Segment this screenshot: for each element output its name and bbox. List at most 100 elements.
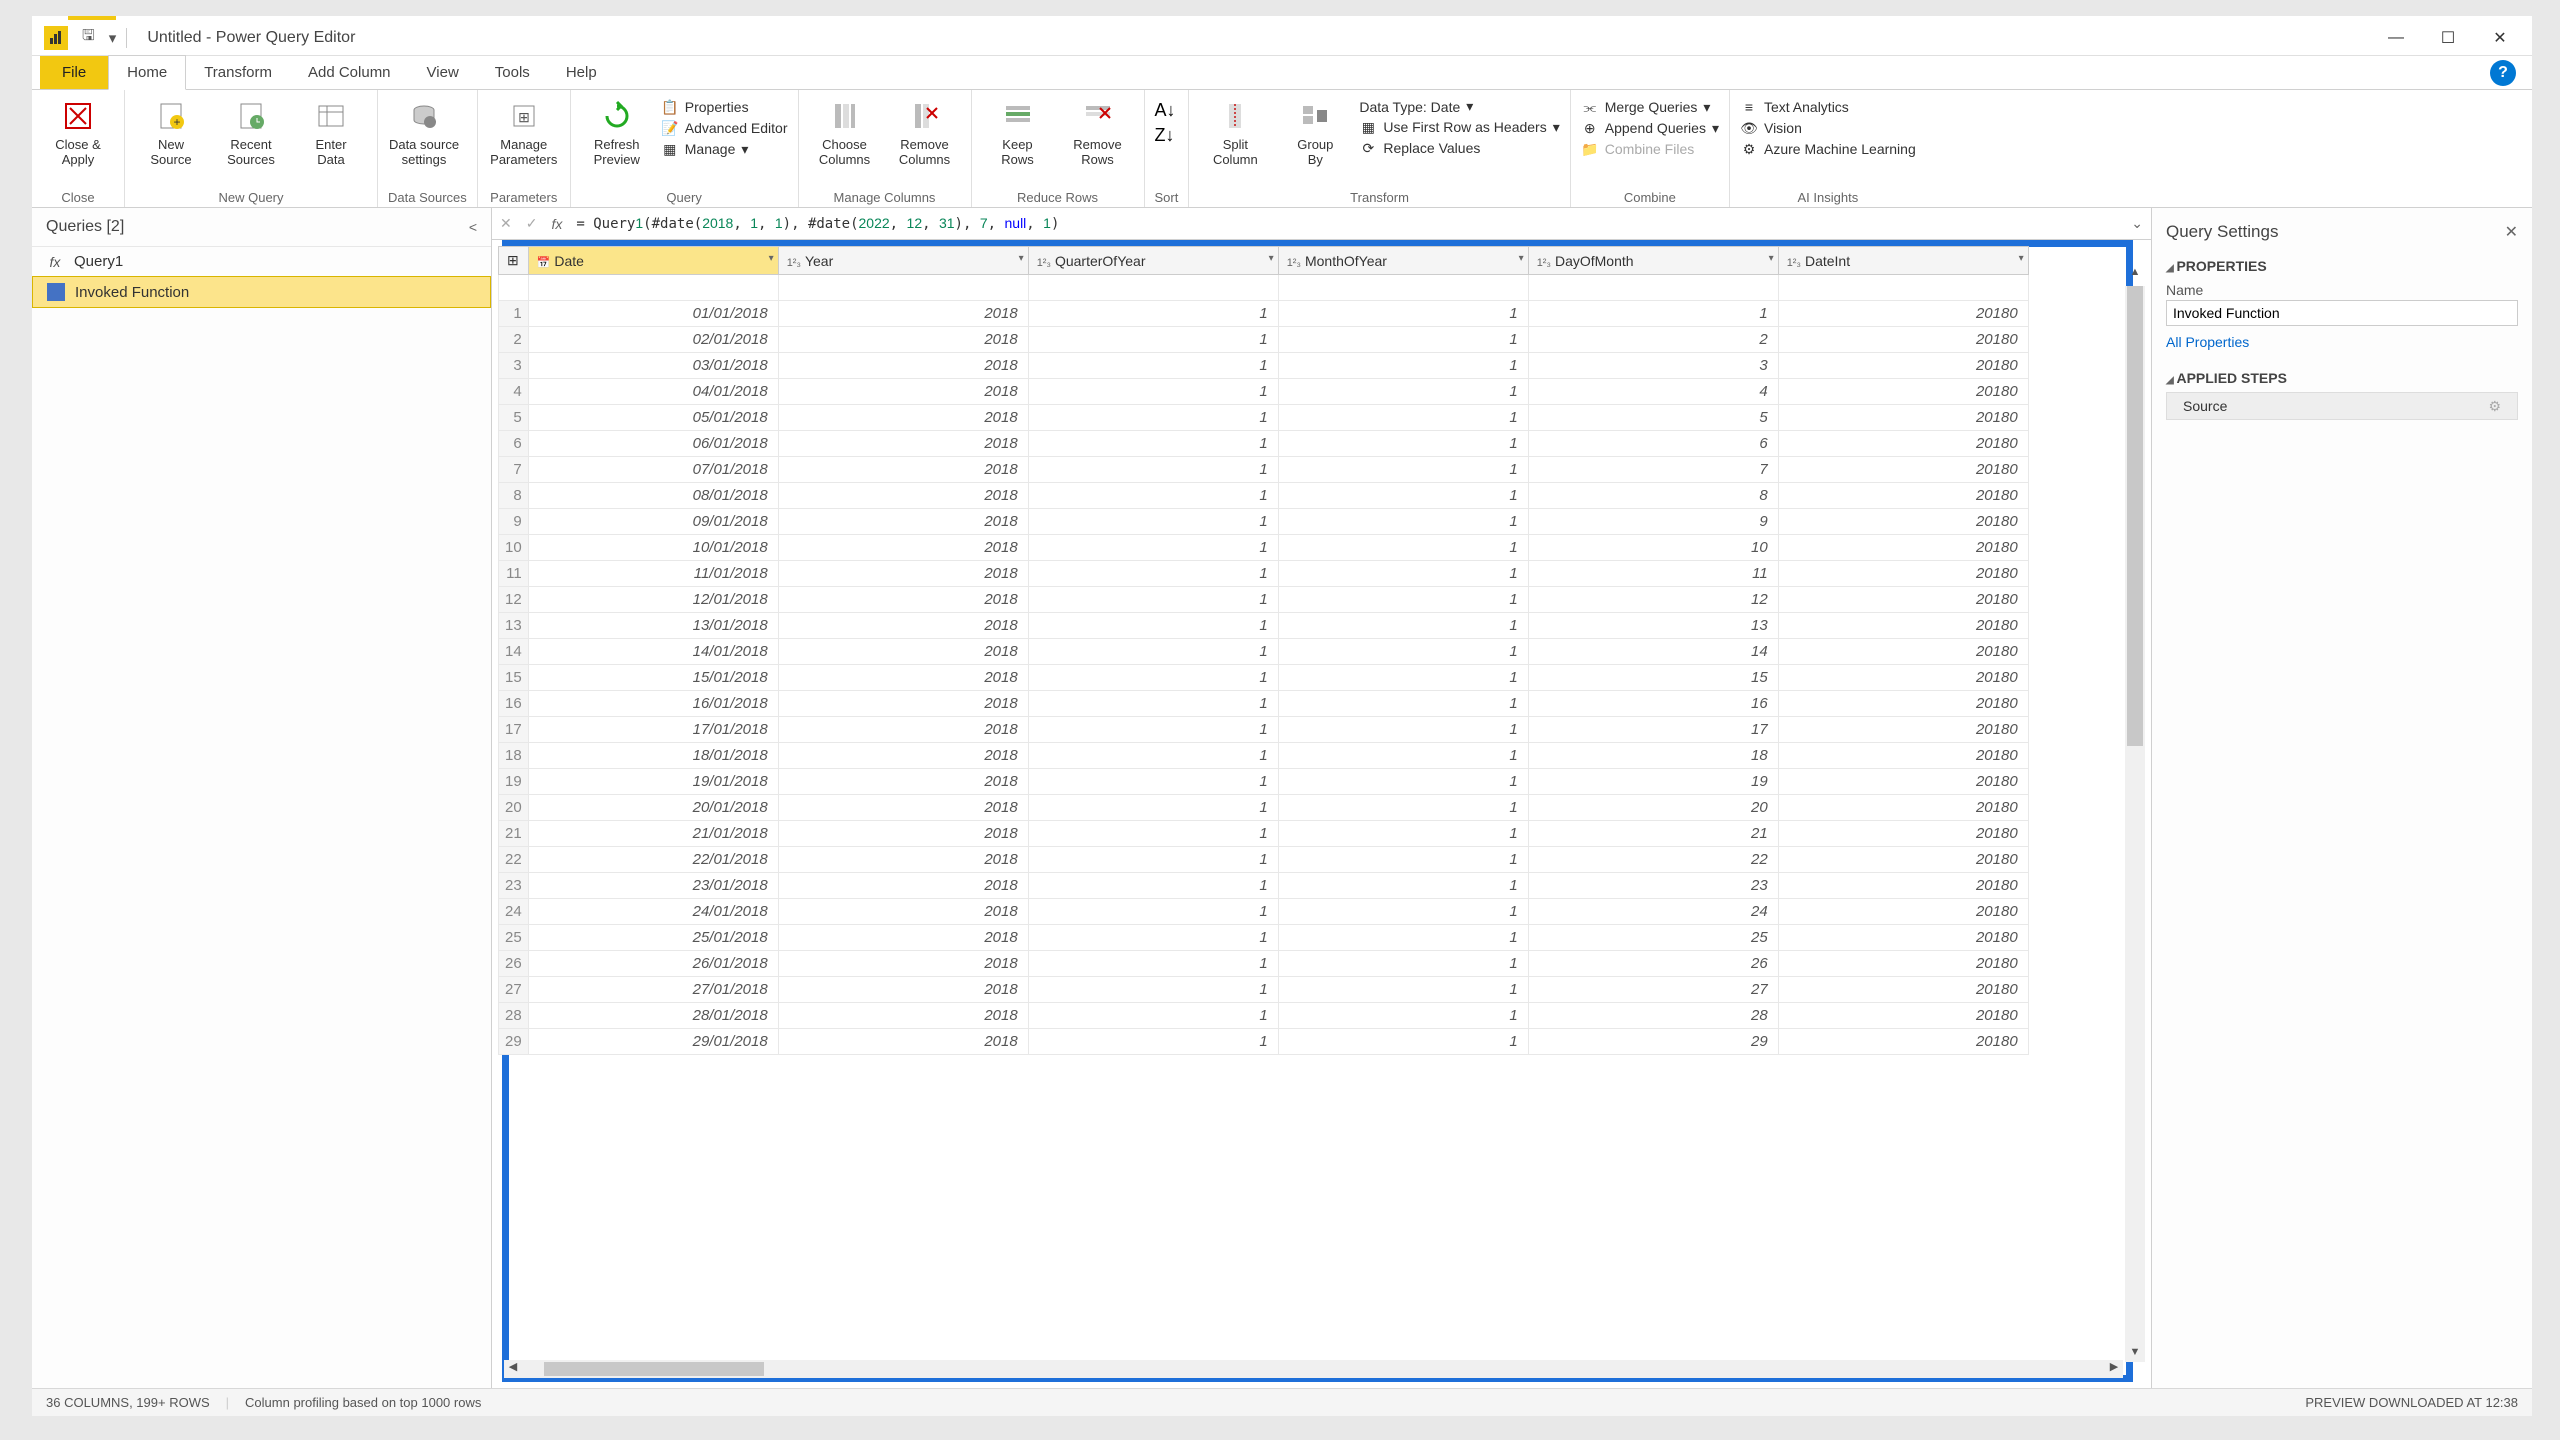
step-source[interactable]: Source⚙ xyxy=(2166,392,2518,420)
remove-rows-button[interactable]: Remove Rows xyxy=(1062,94,1134,168)
table-row[interactable]: 2929/01/20182018112920180 xyxy=(499,1029,2029,1055)
recent-sources-button[interactable]: Recent Sources xyxy=(215,94,287,168)
table-row[interactable]: 1212/01/20182018111220180 xyxy=(499,587,2029,613)
close-button[interactable]: ✕ xyxy=(2474,21,2526,55)
remove-columns-button[interactable]: Remove Columns xyxy=(889,94,961,168)
help-button[interactable]: ? xyxy=(2490,60,2516,86)
new-source-button[interactable]: +New Source xyxy=(135,94,207,168)
table-row[interactable]: 1515/01/20182018111520180 xyxy=(499,665,2029,691)
formula-text[interactable]: = Query1(#date(2018, 1, 1), #date(2022, … xyxy=(576,215,2117,232)
sort-asc-icon[interactable]: A↓ xyxy=(1155,100,1176,121)
all-properties-link[interactable]: All Properties xyxy=(2166,326,2518,364)
minimize-button[interactable]: — xyxy=(2370,21,2422,55)
table-row[interactable]: 202/01/2018201811220180 xyxy=(499,327,2029,353)
table-row[interactable]: 2727/01/20182018112720180 xyxy=(499,977,2029,1003)
table-row[interactable]: 505/01/2018201811520180 xyxy=(499,405,2029,431)
tab-tools[interactable]: Tools xyxy=(477,56,548,89)
step-gear-icon[interactable]: ⚙ xyxy=(2488,398,2501,415)
properties-button[interactable]: 📋Properties xyxy=(661,98,788,116)
table-row[interactable]: 2828/01/20182018112820180 xyxy=(499,1003,2029,1029)
formula-bar: ✕ ✓ fx = Query1(#date(2018, 1, 1), #date… xyxy=(492,208,2151,240)
data-source-settings-button[interactable]: Data source settings xyxy=(388,94,460,168)
vision-button[interactable]: 👁Vision xyxy=(1740,119,1916,137)
manage-parameters-button[interactable]: ⊞Manage Parameters xyxy=(488,94,560,168)
collapse-queries-icon[interactable]: < xyxy=(469,219,477,235)
group-by-button[interactable]: Group By xyxy=(1279,94,1351,168)
table-row[interactable]: 1717/01/20182018111720180 xyxy=(499,717,2029,743)
data-grid[interactable]: ⊞📅Date▾1²₃Year▾1²₃QuarterOfYear▾1²₃Month… xyxy=(498,246,2029,1055)
qat-dropdown-icon[interactable]: ▾ xyxy=(105,27,121,49)
replace-values-button[interactable]: ⟳Replace Values xyxy=(1359,139,1559,157)
tab-help[interactable]: Help xyxy=(548,56,615,89)
table-row[interactable]: 2626/01/20182018112620180 xyxy=(499,951,2029,977)
column-header[interactable]: 📅Date▾ xyxy=(528,247,778,275)
close-settings-icon[interactable]: ✕ xyxy=(2505,222,2518,242)
table-row[interactable]: 909/01/2018201811920180 xyxy=(499,509,2029,535)
table-row[interactable]: 1111/01/20182018111120180 xyxy=(499,561,2029,587)
choose-columns-button[interactable]: Choose Columns xyxy=(809,94,881,168)
close-apply-button[interactable]: Close & Apply xyxy=(42,94,114,168)
maximize-button[interactable]: ☐ xyxy=(2422,21,2474,55)
tab-addcolumn[interactable]: Add Column xyxy=(290,56,409,89)
column-header[interactable]: 1²₃Year▾ xyxy=(778,247,1028,275)
tab-transform[interactable]: Transform xyxy=(186,56,290,89)
first-row-headers-button[interactable]: ▦Use First Row as Headers ▾ xyxy=(1359,118,1559,136)
combine-files-button[interactable]: 📁Combine Files xyxy=(1581,140,1719,158)
name-label: Name xyxy=(2166,280,2518,300)
tab-file[interactable]: File xyxy=(40,56,108,89)
table-row[interactable]: 2121/01/20182018112120180 xyxy=(499,821,2029,847)
window-title: Untitled - Power Query Editor xyxy=(147,29,355,47)
status-profiling: Column profiling based on top 1000 rows xyxy=(245,1395,481,1410)
queries-pane: Queries [2]< fxQuery1 Invoked Function xyxy=(32,208,492,1388)
enter-data-button[interactable]: Enter Data xyxy=(295,94,367,168)
expand-formula-icon[interactable]: ⌄ xyxy=(2131,215,2143,232)
vertical-scrollbar[interactable]: ▲ ▼ xyxy=(2125,286,2145,1362)
settings-heading: Query Settings xyxy=(2166,222,2278,242)
applied-steps-section[interactable]: APPLIED STEPS xyxy=(2166,364,2518,392)
query-name-input[interactable] xyxy=(2166,300,2518,326)
table-row[interactable]: 2424/01/20182018112420180 xyxy=(499,899,2029,925)
accept-formula-icon[interactable]: ✓ xyxy=(526,215,538,232)
column-header[interactable]: 1²₃MonthOfYear▾ xyxy=(1278,247,1528,275)
table-row[interactable]: 2525/01/20182018112520180 xyxy=(499,925,2029,951)
ribbon: Close & Apply Close +New Source Recent S… xyxy=(32,90,2532,208)
horizontal-scrollbar[interactable]: ◀ ▶ xyxy=(504,1360,2123,1378)
azure-ml-button[interactable]: ⚙Azure Machine Learning xyxy=(1740,140,1916,158)
advanced-editor-button[interactable]: 📝Advanced Editor xyxy=(661,119,788,137)
cancel-formula-icon[interactable]: ✕ xyxy=(500,215,512,232)
query-item-invoked-function[interactable]: Invoked Function xyxy=(32,276,491,308)
text-analytics-button[interactable]: ≡Text Analytics xyxy=(1740,98,1916,116)
table-row[interactable]: 1616/01/20182018111620180 xyxy=(499,691,2029,717)
table-row[interactable]: 808/01/2018201811820180 xyxy=(499,483,2029,509)
append-queries-button[interactable]: ⊕Append Queries ▾ xyxy=(1581,119,1719,137)
table-row[interactable]: 2020/01/20182018112020180 xyxy=(499,795,2029,821)
table-row[interactable]: 1010/01/20182018111020180 xyxy=(499,535,2029,561)
table-row[interactable]: 2222/01/20182018112220180 xyxy=(499,847,2029,873)
refresh-preview-button[interactable]: Refresh Preview xyxy=(581,94,653,168)
qat-save-icon[interactable]: 🖫 xyxy=(78,23,99,52)
table-row[interactable]: 1414/01/20182018111420180 xyxy=(499,639,2029,665)
table-row[interactable]: 1818/01/20182018111820180 xyxy=(499,743,2029,769)
table-row[interactable]: 303/01/2018201811320180 xyxy=(499,353,2029,379)
table-row[interactable]: 1313/01/20182018111320180 xyxy=(499,613,2029,639)
query-item-query1[interactable]: fxQuery1 xyxy=(32,247,491,276)
tab-home[interactable]: Home xyxy=(108,55,186,90)
column-header[interactable]: 1²₃DayOfMonth▾ xyxy=(1528,247,1778,275)
tab-view[interactable]: View xyxy=(409,56,477,89)
table-row[interactable]: 707/01/2018201811720180 xyxy=(499,457,2029,483)
table-row[interactable]: 606/01/2018201811620180 xyxy=(499,431,2029,457)
table-row[interactable]: 404/01/2018201811420180 xyxy=(499,379,2029,405)
properties-section[interactable]: PROPERTIES xyxy=(2166,252,2518,280)
data-type-button[interactable]: Data Type: Date ▾ xyxy=(1359,98,1559,115)
column-header[interactable]: 1²₃QuarterOfYear▾ xyxy=(1028,247,1278,275)
table-row[interactable]: 1919/01/20182018111920180 xyxy=(499,769,2029,795)
column-header[interactable]: 1²₃DateInt▾ xyxy=(1778,247,2028,275)
titlebar: 🖫 ▾ Untitled - Power Query Editor — ☐ ✕ xyxy=(32,20,2532,56)
manage-button[interactable]: ▦Manage ▾ xyxy=(661,140,788,158)
split-column-button[interactable]: Split Column xyxy=(1199,94,1271,168)
keep-rows-button[interactable]: Keep Rows xyxy=(982,94,1054,168)
table-row[interactable]: 101/01/2018201811120180 xyxy=(499,301,2029,327)
merge-queries-button[interactable]: ⫘Merge Queries ▾ xyxy=(1581,98,1719,116)
table-row[interactable]: 2323/01/20182018112320180 xyxy=(499,873,2029,899)
sort-desc-icon[interactable]: Z↓ xyxy=(1155,125,1176,146)
